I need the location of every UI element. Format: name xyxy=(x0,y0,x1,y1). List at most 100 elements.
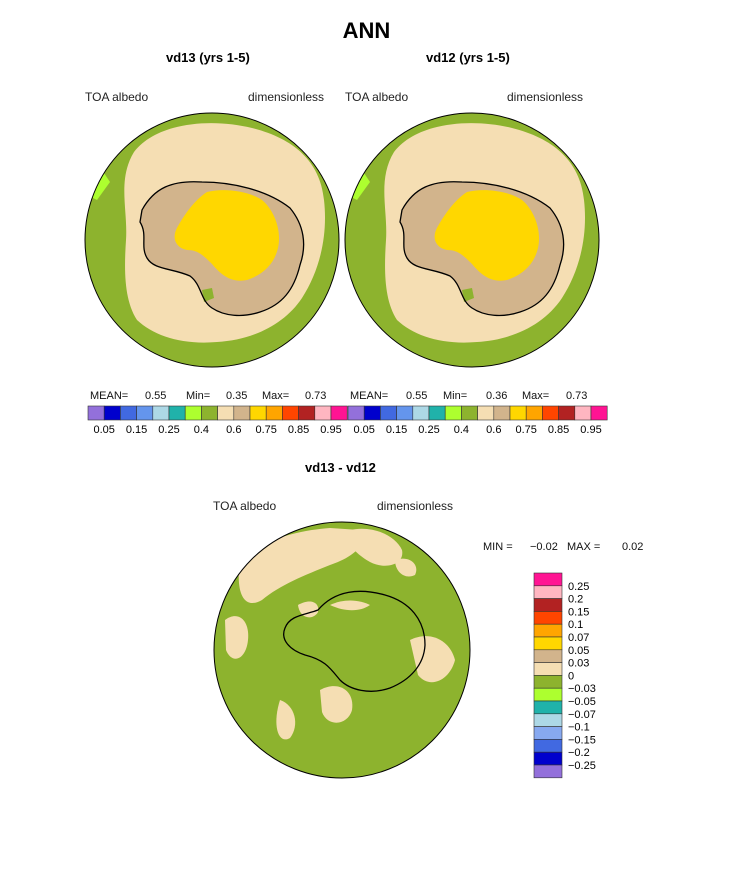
panel-1-colorbar-swatch xyxy=(298,405,316,421)
difference-legend-label: −0.1 xyxy=(568,722,590,734)
panel-2-colorbar-swatch xyxy=(444,405,462,421)
panel-2-colorbar-swatch xyxy=(363,405,381,421)
difference-legend-swatch xyxy=(533,726,563,740)
difference-legend-label: 0.05 xyxy=(568,645,589,657)
panel-2-colorbar-swatch xyxy=(509,405,527,421)
difference-legend-label: −0.2 xyxy=(568,747,590,759)
difference-legend-swatch xyxy=(533,649,563,663)
panel-1-mean-label: MEAN= xyxy=(90,390,129,402)
panel-2-colorbar-swatch xyxy=(347,405,365,421)
difference-legend-swatch xyxy=(533,585,563,599)
difference-min-label: MIN = xyxy=(483,541,513,553)
figure-title: ANN xyxy=(342,18,391,43)
difference-legend-label: 0.15 xyxy=(568,606,589,618)
panel-1-max-label: Max= xyxy=(262,390,290,402)
panel-1-colorbar-swatch xyxy=(330,405,348,421)
panel-1-colorbar: 0.05 0.15 0.25 0.4 0.6 0.75 0.85 0.95 xyxy=(87,405,348,436)
panel-2-colorbar-swatch xyxy=(493,405,511,421)
difference-legend-swatch xyxy=(533,687,563,702)
difference-legend-swatch xyxy=(533,739,563,753)
panel-2-colorbar-swatch xyxy=(477,405,495,421)
panel-1-units: dimensionless xyxy=(248,90,325,104)
panel-2-mean-label: MEAN= xyxy=(350,390,389,402)
panel-1-colorbar-tick-label: 0.05 xyxy=(93,424,114,436)
panel-2-colorbar: 0.05 0.15 0.25 0.4 0.6 0.75 0.85 0.95 xyxy=(347,405,608,436)
panel-1-colorbar-swatch xyxy=(120,405,137,421)
difference-legend-label: 0.25 xyxy=(568,581,589,593)
difference-legend-swatch xyxy=(533,611,563,625)
panel-1-map xyxy=(84,112,340,368)
panel-2-colorbar-tick-label: 0.15 xyxy=(386,424,407,436)
panel-2-max-value: 0.73 xyxy=(566,390,588,402)
panel-2-colorbar-tick-label: 0.95 xyxy=(580,424,601,436)
difference-legend-label: −0.03 xyxy=(568,683,596,695)
difference-legend-label: −0.07 xyxy=(568,709,596,721)
panel-2-colorbar-swatch xyxy=(542,405,559,421)
difference-legend-label: 0.07 xyxy=(568,632,589,644)
panel-1-colorbar-tick-label: 0.15 xyxy=(126,424,147,436)
panel-1-colorbar-swatch xyxy=(265,405,283,421)
difference-max-value: 0.02 xyxy=(622,541,644,553)
panel-1-mean-value: 0.55 xyxy=(145,390,167,402)
difference-legend-swatch xyxy=(533,713,563,727)
difference-title: vd13 - vd12 xyxy=(305,460,376,475)
panel-2-units: dimensionless xyxy=(507,90,584,104)
panel-2-colorbar-swatch xyxy=(380,405,397,421)
difference-legend-swatch xyxy=(533,572,563,587)
panel-2-colorbar-swatch xyxy=(396,405,414,421)
difference-legend-swatch xyxy=(533,598,563,612)
panel-2-title: vd12 (yrs 1-5) xyxy=(426,50,510,65)
difference-legend-swatch xyxy=(533,751,563,766)
difference-legend-label: 0.03 xyxy=(568,658,589,670)
panel-1-max-value: 0.73 xyxy=(305,390,327,402)
difference-legend-label: −0.25 xyxy=(568,760,596,772)
panel-1-colorbar-tick-label: 0.6 xyxy=(226,424,241,436)
panel-2-colorbar-swatch xyxy=(461,405,478,421)
panel-2-map xyxy=(344,112,600,368)
panel-1-colorbar-swatch xyxy=(217,405,235,421)
difference-map xyxy=(213,521,471,779)
panel-1-colorbar-swatch xyxy=(152,405,170,421)
panel-2-colorbar-tick-label: 0.85 xyxy=(548,424,569,436)
panel-1-colorbar-swatch xyxy=(282,405,299,421)
panel-2-colorbar-swatch xyxy=(428,405,446,421)
panel-2-mean-value: 0.55 xyxy=(406,390,428,402)
difference-min-value: −0.02 xyxy=(530,541,558,553)
difference-legend-label: −0.15 xyxy=(568,734,596,746)
panel-1-colorbar-tick-label: 0.85 xyxy=(288,424,309,436)
difference-legend-label: 0.2 xyxy=(568,594,583,606)
panel-2-min-label: Min= xyxy=(443,390,468,402)
panel-2-colorbar-swatch xyxy=(525,405,543,421)
panel-1-colorbar-tick-label: 0.95 xyxy=(320,424,341,436)
panel-1-colorbar-swatch xyxy=(184,405,202,421)
panel-1-title: vd13 (yrs 1-5) xyxy=(166,50,250,65)
panel-1-colorbar-swatch xyxy=(201,405,218,421)
difference-legend-swatch xyxy=(533,636,563,651)
panel-1-min-value: 0.35 xyxy=(226,390,248,402)
panel-1-colorbar-swatch xyxy=(136,405,154,421)
panel-2-colorbar-swatch xyxy=(574,405,592,421)
panel-1-colorbar-swatch xyxy=(314,405,332,421)
panel-2-colorbar-tick-label: 0.4 xyxy=(454,424,469,436)
panel-2-colorbar-tick-label: 0.25 xyxy=(418,424,439,436)
panel-1-colorbar-tick-label: 0.25 xyxy=(158,424,179,436)
panel-1-colorbar-swatch xyxy=(87,405,105,421)
difference-max-label: MAX = xyxy=(567,541,601,553)
difference-legend-swatch xyxy=(533,764,563,779)
panel-1-colorbar-swatch xyxy=(233,405,251,421)
panel-2-colorbar-swatch xyxy=(412,405,430,421)
difference-units: dimensionless xyxy=(377,499,454,513)
panel-1-min-label: Min= xyxy=(186,390,211,402)
difference-variable: TOA albedo xyxy=(213,499,277,513)
panel-1-colorbar-tick-label: 0.75 xyxy=(255,424,276,436)
difference-legend-swatch xyxy=(533,662,563,676)
panel-2-colorbar-tick-label: 0.6 xyxy=(486,424,501,436)
panel-2-colorbar-swatch xyxy=(590,405,608,421)
difference-legend-swatch xyxy=(533,675,563,689)
difference-legend-label: 0 xyxy=(568,670,574,682)
difference-legend-swatch xyxy=(533,623,563,638)
difference-colorbar: 0.250.20.150.10.070.050.030−0.03−0.05−0.… xyxy=(533,572,596,779)
difference-legend-label: −0.05 xyxy=(568,696,596,708)
panel-2-colorbar-swatch xyxy=(558,405,576,421)
